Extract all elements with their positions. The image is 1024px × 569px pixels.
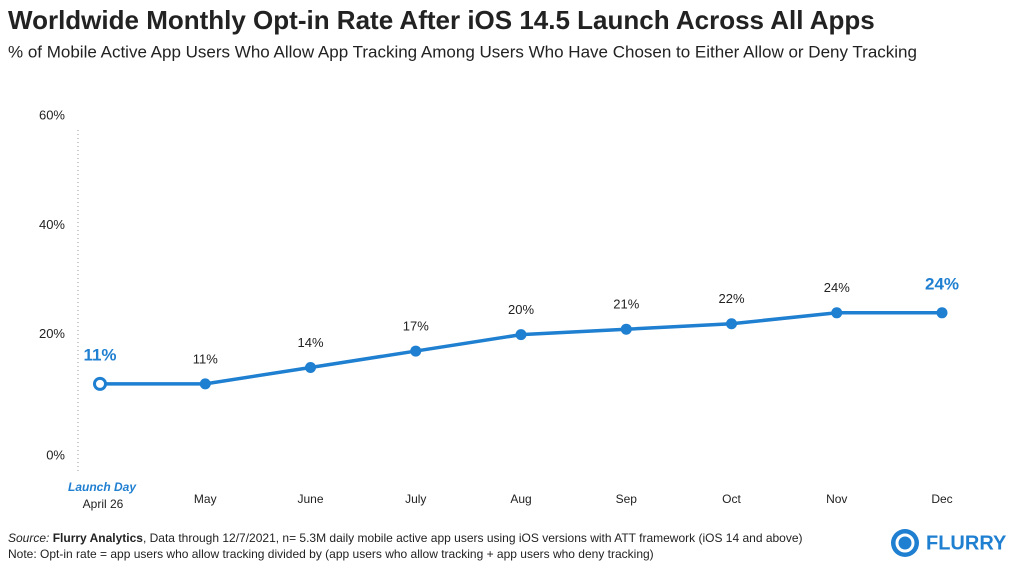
point — [620, 323, 632, 335]
point — [726, 318, 737, 330]
note: Note: Opt-in rate = app users who allow … — [8, 547, 654, 561]
data-label: 17% — [403, 319, 429, 334]
x-tick-label: July — [405, 492, 426, 506]
y-tick-label: 60% — [39, 107, 65, 122]
point — [199, 378, 211, 390]
logo-icon — [891, 529, 919, 557]
point — [515, 329, 527, 341]
point — [831, 307, 843, 319]
x-tick-label: Aug — [510, 492, 531, 506]
x-tick-label: Dec — [931, 492, 952, 506]
data-label: 24% — [824, 280, 850, 295]
point — [93, 376, 107, 391]
point — [936, 307, 948, 319]
x-tick-label: Sep — [616, 492, 638, 506]
source: Source: Flurry Analytics, Data through 1… — [8, 531, 803, 545]
chart-subtitle: % of Mobile Active App Users Who Allow A… — [8, 42, 917, 61]
x-tick-label: April 26 — [83, 497, 124, 511]
source-name: Flurry Analytics — [53, 531, 144, 545]
y-tick-label: 40% — [39, 217, 65, 232]
source-text: , Data through 12/7/2021, n= 5.3M daily … — [143, 531, 803, 545]
y-tick-label: 0% — [46, 447, 65, 462]
data-label: 11% — [83, 345, 116, 364]
x-tick-label: June — [297, 492, 323, 506]
point — [410, 345, 422, 357]
data-label: 24% — [925, 274, 959, 293]
data-label: 11% — [193, 351, 218, 366]
data-label: 22% — [718, 291, 744, 306]
line — [100, 311, 942, 386]
logo-icon-ring — [895, 533, 915, 553]
x-tick-label: May — [194, 492, 217, 506]
x-tick-label: Nov — [826, 492, 847, 506]
data-label: 21% — [613, 297, 639, 312]
chart-title: Worldwide Monthly Opt-in Rate After iOS … — [8, 5, 875, 35]
data-label: 14% — [297, 335, 323, 350]
point — [305, 361, 316, 373]
data-label: 20% — [508, 302, 534, 317]
logo-text: FLURRY — [926, 532, 1007, 554]
source-prefix: Source: — [8, 531, 49, 545]
y-tick-label: 20% — [39, 326, 65, 341]
annotation: Launch Day — [68, 480, 137, 494]
x-tick-label: Oct — [722, 492, 741, 506]
